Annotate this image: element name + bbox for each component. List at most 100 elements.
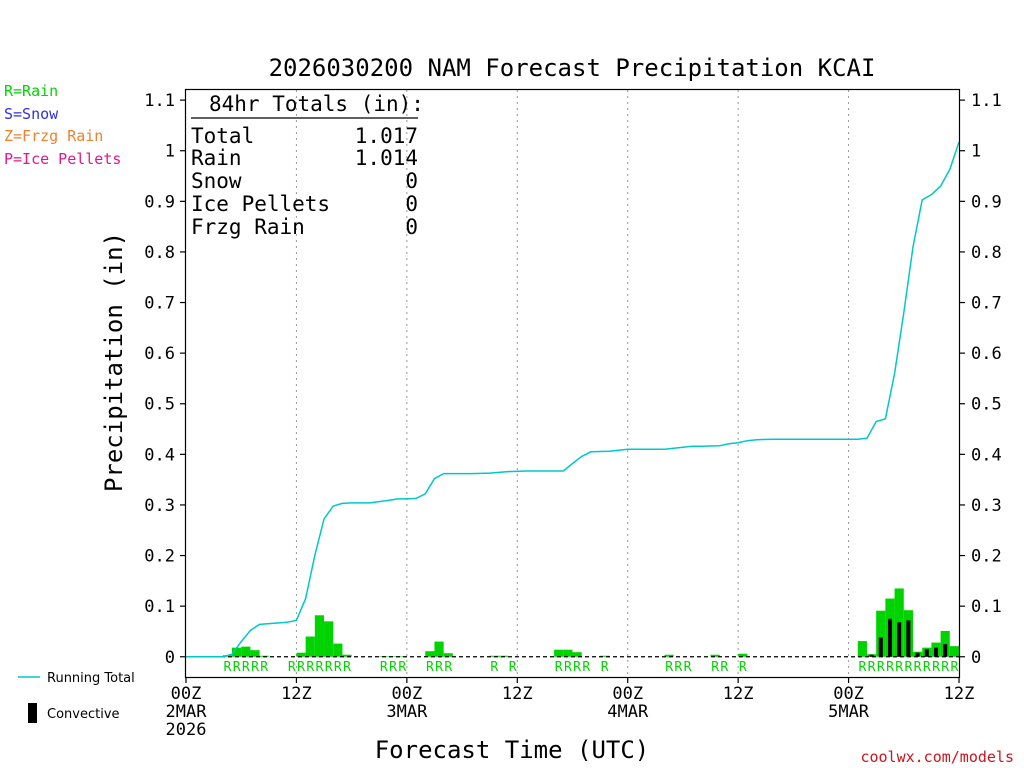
precip-bar <box>876 610 886 657</box>
y-tick-label-left: 0.5 <box>144 395 175 415</box>
convective-bar <box>897 622 902 657</box>
legend-convective-label: Convective <box>47 707 120 722</box>
ptype-label: R <box>398 660 406 675</box>
precip-bar <box>296 652 306 657</box>
precip-bar <box>342 654 352 657</box>
y-tick-label-left: 0.8 <box>144 243 175 263</box>
legend-snow: S=Snow <box>4 105 59 123</box>
ptype-label: R <box>260 660 268 675</box>
precip-bar <box>314 615 325 657</box>
ptype-label: R <box>223 660 231 675</box>
ptype-label: R <box>868 660 876 675</box>
ptype-label: R <box>297 660 305 675</box>
y-tick-label-right: 0.9 <box>971 192 1002 212</box>
y-tick-label-left: 0.6 <box>144 344 175 364</box>
x-tick-label: 3MAR <box>386 702 428 722</box>
running-total-polyline <box>186 141 960 658</box>
ptype-label: R <box>233 660 241 675</box>
legend-convective-swatch <box>28 703 37 723</box>
totals-value-snow: 0 <box>405 169 418 193</box>
y-tick-label-right: 0.2 <box>971 547 1002 567</box>
totals-header: 84hr Totals (in): <box>209 92 424 116</box>
ptype-label: R <box>251 660 259 675</box>
y-tick-label-left: 0.9 <box>144 192 175 212</box>
precip-bar <box>250 650 260 657</box>
x-tick-label: 2026 <box>166 720 207 740</box>
x-tick-label: 00Z <box>391 684 422 704</box>
legend-rain: R=Rain <box>4 82 58 100</box>
x-tick-label: 12Z <box>723 684 754 704</box>
x-tick-label: 2MAR <box>166 702 208 722</box>
precip-bar <box>857 641 867 657</box>
x-axis-label: Forecast Time (UTC) <box>375 736 650 764</box>
y-tick-label-left: 1 <box>165 142 175 162</box>
ptype-label: R <box>886 660 894 675</box>
y-axis-ticks: 0 00.1 0.10.2 0.20.3 0.30.4 0.40.5 0.50.6 0.60.… <box>144 91 1001 668</box>
y-tick-label-left: 0.7 <box>144 294 175 314</box>
x-tick-label: 00Z <box>833 684 864 704</box>
convective-bar <box>915 652 920 657</box>
ptype-label: R <box>895 660 903 675</box>
legend-frzg-rain: Z=Frzg Rain <box>4 127 103 145</box>
y-tick-label-right: 0.6 <box>971 344 1002 364</box>
ptype-label: R <box>334 660 342 675</box>
ptype-label: R <box>380 660 388 675</box>
ptype-label: R <box>306 660 314 675</box>
totals-label-frzg-rain: Frzg Rain <box>191 215 305 239</box>
convective-bar <box>869 654 874 657</box>
totals-value-total: 1.017 <box>355 124 418 148</box>
y-tick-label-right: 1 <box>971 142 981 162</box>
y-tick-label-left: 0.3 <box>144 496 175 516</box>
ptype-label: R <box>509 660 517 675</box>
ptype-label: R <box>858 660 866 675</box>
convective-bar <box>887 618 892 657</box>
precip-bar <box>305 636 315 657</box>
precip-bar <box>600 655 610 657</box>
y-tick-label-right: 0.8 <box>971 243 1002 263</box>
ptype-label: R <box>389 660 397 675</box>
ptype-label: R <box>573 660 581 675</box>
totals-label-snow: Snow <box>191 169 242 193</box>
precip-bar <box>554 649 564 657</box>
precip-bar <box>738 653 748 657</box>
precip-bar <box>572 652 582 657</box>
precip-bar <box>333 643 343 657</box>
convective-bar <box>878 637 883 657</box>
y-tick-label-left: 0.4 <box>144 445 175 465</box>
x-tick-label: 12Z <box>502 684 533 704</box>
ptype-label: R <box>674 660 682 675</box>
totals-value-rain: 1.014 <box>355 146 418 170</box>
y-tick-label-right: 1.1 <box>971 91 1002 111</box>
precip-bar <box>710 654 720 657</box>
watermark: coolwx.com/models <box>860 748 1014 766</box>
precip-bar <box>664 654 674 657</box>
y-tick-label-right: 0.7 <box>971 294 1002 314</box>
convective-bar <box>943 644 948 657</box>
y-tick-label-right: 0.4 <box>971 445 1002 465</box>
ptype-label: R <box>555 660 563 675</box>
ptype-label: R <box>739 660 747 675</box>
precip-bar <box>949 646 959 657</box>
ptype-label: R <box>316 660 324 675</box>
ptype-label: R <box>932 660 940 675</box>
ptype-label: R <box>665 660 673 675</box>
precip-bar <box>241 646 251 657</box>
y-tick-label-right: 0.1 <box>971 597 1002 617</box>
x-tick-label: 5MAR <box>828 702 870 722</box>
precip-bar <box>232 647 242 657</box>
precip-bar <box>324 621 334 657</box>
convective-bar <box>906 620 911 657</box>
chart-title: 2026030200 NAM Forecast Precipitation KC… <box>269 54 876 82</box>
x-tick-label: 00Z <box>612 684 643 704</box>
series-legend: Running Total Convective <box>18 671 135 723</box>
y-tick-label-right: 0.3 <box>971 496 1002 516</box>
ptype-label: R <box>564 660 572 675</box>
precip-bar <box>563 649 573 657</box>
ptype-label: R <box>877 660 885 675</box>
y-tick-label-left: 0.2 <box>144 547 175 567</box>
x-tick-label: 4MAR <box>607 702 649 722</box>
ptype-label: R <box>601 660 609 675</box>
precip-bar <box>425 651 435 657</box>
